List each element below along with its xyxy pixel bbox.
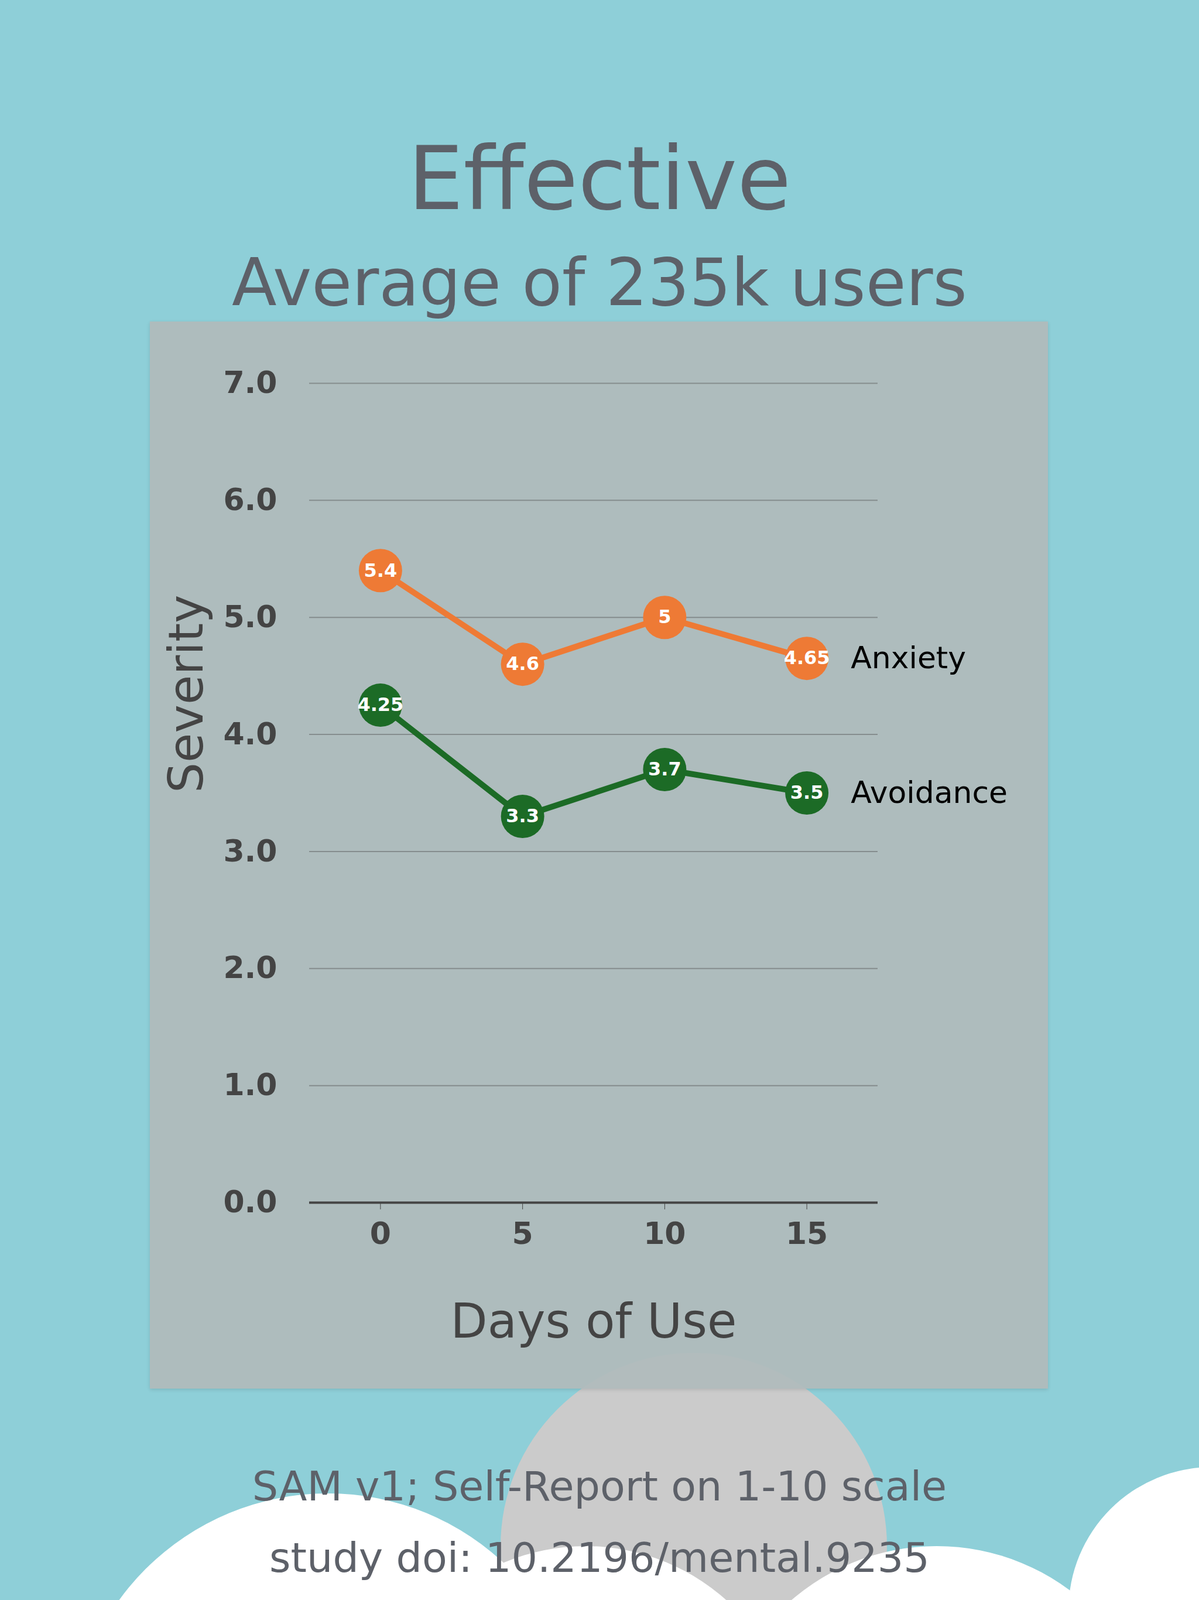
svg-text:5: 5 [512,1215,534,1251]
svg-text:Anxiety: Anxiety [850,639,966,676]
svg-text:4.25: 4.25 [357,693,404,716]
svg-text:5: 5 [658,605,671,628]
svg-text:2.0: 2.0 [223,949,277,985]
svg-text:15: 15 [785,1215,828,1251]
svg-text:5.0: 5.0 [223,598,277,635]
svg-text:0.0: 0.0 [223,1183,277,1219]
svg-text:6.0: 6.0 [223,481,277,517]
svg-text:Days of Use: Days of Use [450,1292,738,1349]
svg-text:10: 10 [643,1215,686,1251]
html-text:study doi: 10.2196/mental.9235: study doi: 10.2196/mental.9235 [269,1533,930,1582]
svg-text:5.4: 5.4 [364,559,398,582]
html-text:Average of 235k users: Average of 235k users [231,244,968,321]
svg-text:7.0: 7.0 [223,364,277,400]
svg-text:4.65: 4.65 [783,646,831,669]
svg-text:Avoidance: Avoidance [850,774,1008,810]
svg-text:3.5: 3.5 [790,780,824,804]
html-text:SAM v1; Self-Report on 1-10 sc: SAM v1; Self-Report on 1-10 scale [252,1461,947,1510]
svg-text:1.0: 1.0 [223,1066,277,1102]
svg-text:Severity: Severity [158,594,214,793]
svg-text:4.0: 4.0 [223,716,277,752]
svg-text:3.3: 3.3 [505,804,540,827]
svg-text:0: 0 [370,1215,392,1251]
svg-text:3.7: 3.7 [648,757,682,780]
svg-text:4.6: 4.6 [505,652,540,675]
html-text:Effective: Effective [407,127,792,230]
svg-text:3.0: 3.0 [223,833,277,869]
